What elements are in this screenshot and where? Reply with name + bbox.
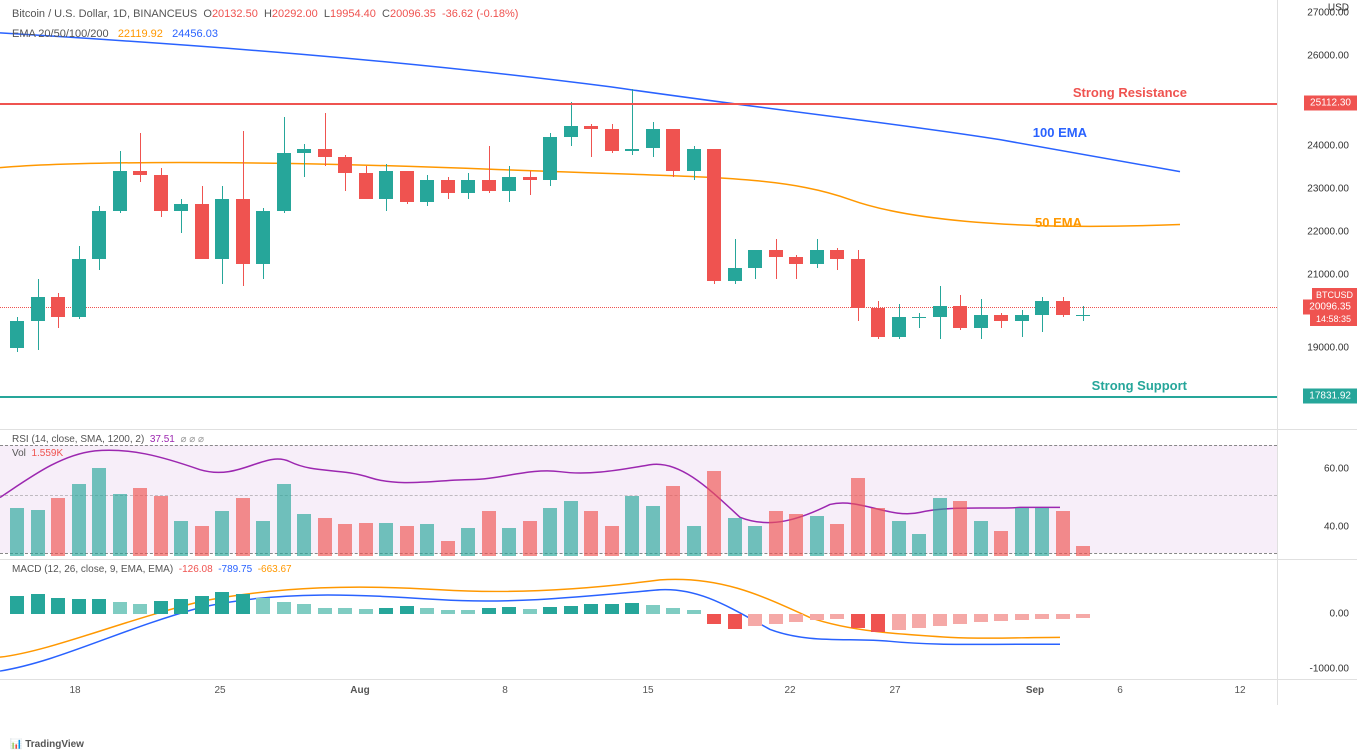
candle[interactable] [769, 250, 783, 257]
candle[interactable] [543, 137, 557, 179]
current-price-line [0, 307, 1277, 308]
rsi-panel[interactable]: RSI (14, close, SMA, 1200, 2) 37.51 ⌀ ⌀ … [0, 430, 1357, 560]
resistance-label: Strong Resistance [1073, 85, 1187, 100]
price-y-axis: USD 27000.0026000.0024000.0023000.002200… [1277, 0, 1357, 429]
ema50-label: 50 EMA [1035, 215, 1082, 230]
candle[interactable] [379, 171, 393, 200]
candle[interactable] [1015, 315, 1029, 322]
price-chart-area[interactable]: Strong Resistance Strong Support 100 EMA… [0, 0, 1277, 429]
candle[interactable] [215, 199, 229, 259]
candle[interactable] [482, 180, 496, 191]
candle[interactable] [133, 171, 147, 175]
candle[interactable] [584, 126, 598, 128]
candle[interactable] [51, 297, 65, 317]
candle[interactable] [912, 317, 926, 318]
candle[interactable] [1035, 301, 1049, 314]
candle[interactable] [359, 173, 373, 200]
candle[interactable] [953, 306, 967, 328]
candle[interactable] [974, 315, 988, 328]
candle[interactable] [236, 199, 250, 263]
candle[interactable] [277, 153, 291, 211]
candle[interactable] [523, 177, 537, 179]
candle[interactable] [994, 315, 1008, 322]
candle[interactable] [646, 129, 660, 149]
candle[interactable] [10, 321, 24, 348]
candle[interactable] [461, 180, 475, 193]
candle[interactable] [1056, 301, 1070, 314]
candle[interactable] [625, 149, 639, 151]
macd-panel[interactable]: MACD (12, 26, close, 9, EMA, EMA) -126.0… [0, 560, 1357, 680]
candle[interactable] [707, 149, 721, 282]
candle[interactable] [789, 257, 803, 264]
candle[interactable] [154, 175, 168, 210]
candle[interactable] [31, 297, 45, 321]
candle[interactable] [256, 211, 270, 264]
support-line [0, 396, 1277, 398]
candle[interactable] [400, 171, 414, 202]
candle[interactable] [195, 204, 209, 259]
price-panel[interactable]: Bitcoin / U.S. Dollar, 1D, BINANCEUS O20… [0, 0, 1357, 430]
candle[interactable] [92, 211, 106, 260]
candle[interactable] [666, 129, 680, 171]
candle[interactable] [564, 126, 578, 137]
candle[interactable] [830, 250, 844, 259]
candle[interactable] [338, 157, 352, 173]
ema100-label: 100 EMA [1033, 125, 1087, 140]
candle[interactable] [892, 317, 906, 337]
candle[interactable] [72, 259, 86, 317]
candle[interactable] [871, 308, 885, 337]
candle[interactable] [318, 149, 332, 158]
candle[interactable] [297, 149, 311, 153]
candle[interactable] [420, 180, 434, 202]
candle[interactable] [113, 171, 127, 211]
candle[interactable] [441, 180, 455, 193]
candle[interactable] [933, 306, 947, 317]
ema-legend: EMA 20/50/100/200 22119.92 24456.03 [12, 28, 218, 40]
candle[interactable] [728, 268, 742, 281]
tradingview-logo: 📊 TradingView [10, 739, 84, 750]
candle[interactable] [810, 250, 824, 263]
rsi-legend: RSI (14, close, SMA, 1200, 2) 37.51 ⌀ ⌀ … [12, 434, 204, 445]
candle[interactable] [174, 204, 188, 211]
candle[interactable] [748, 250, 762, 268]
chart-header: Bitcoin / U.S. Dollar, 1D, BINANCEUS O20… [12, 8, 518, 20]
macd-legend: MACD (12, 26, close, 9, EMA, EMA) -126.0… [12, 564, 292, 575]
candle[interactable] [1076, 315, 1090, 316]
candle[interactable] [605, 129, 619, 151]
time-axis: 1825Aug8152227Sep612 [0, 680, 1357, 705]
candle[interactable] [687, 149, 701, 171]
resistance-line [0, 103, 1277, 105]
support-label: Strong Support [1092, 378, 1187, 393]
candle[interactable] [851, 259, 865, 308]
candle[interactable] [502, 177, 516, 190]
volume-legend: Vol 1.559K [12, 448, 63, 459]
